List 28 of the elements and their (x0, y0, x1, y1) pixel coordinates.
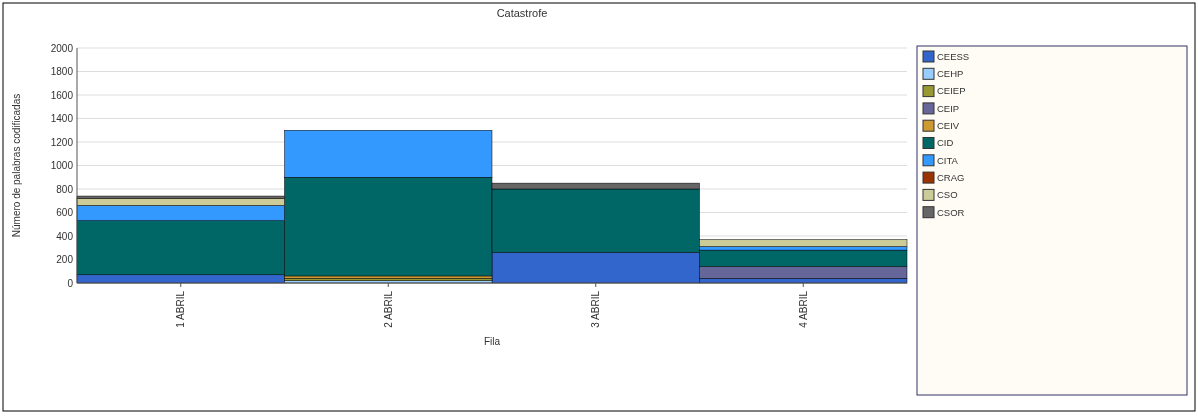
legend-label: CSO (937, 189, 958, 201)
x-tick-label: 1 ABRIL (175, 290, 187, 328)
y-tick-label: 800 (56, 183, 74, 195)
y-tick-label: 200 (56, 254, 74, 265)
legend-label: CEIEP (937, 85, 966, 97)
y-tick-label: 600 (56, 207, 74, 218)
x-tick-label: 4 ABRIL (797, 290, 809, 328)
legend-label: CSOR (937, 206, 965, 218)
y-tick-label: 400 (56, 230, 74, 242)
y-axis-title: Número de palabras codificadas (11, 93, 22, 238)
y-tick-label: 1800 (50, 66, 74, 77)
y-tick-label: 1000 (50, 160, 74, 171)
legend-label: CITA (937, 154, 959, 166)
legend-label: CID (937, 137, 954, 149)
legend-label: CEHP (937, 68, 964, 80)
y-tick-label: 1400 (50, 113, 74, 124)
y-tick-label: 1600 (50, 89, 74, 101)
legend-label: CRAG (937, 171, 965, 183)
chart-title: Catastrofe (496, 7, 548, 19)
x-axis-title: Fila (483, 336, 501, 347)
y-tick-label: 0 (67, 277, 74, 289)
legend-label: CEIV (937, 120, 960, 132)
legend-label: CEIP (937, 102, 960, 114)
legend-label: CEESS (937, 50, 970, 62)
x-tick-label: 2 ABRIL (382, 290, 394, 328)
x-tick-label: 3 ABRIL (590, 290, 602, 328)
y-tick-label: 2000 (50, 42, 74, 54)
y-tick-label: 1200 (50, 136, 74, 148)
